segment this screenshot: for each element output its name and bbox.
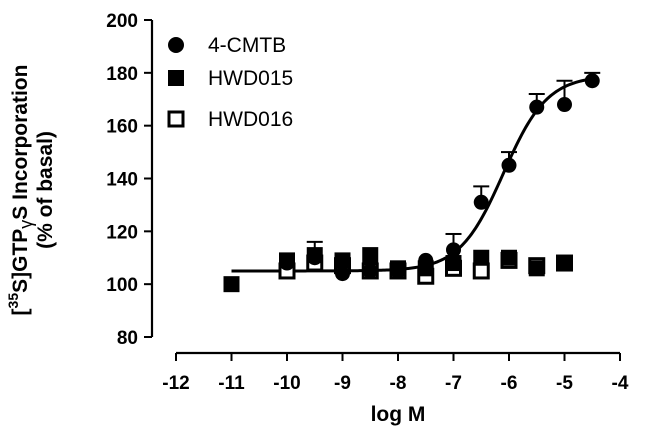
- y-tick-label: 180: [106, 64, 138, 85]
- point-4-cmtb: [418, 252, 434, 268]
- point-4-cmtb: [390, 263, 406, 279]
- point-4-cmtb: [307, 250, 323, 266]
- error-bars: [306, 71, 601, 256]
- legend-marker-hwd016: [167, 110, 185, 128]
- x-tick-label: -10: [273, 373, 300, 394]
- point-4-cmtb: [446, 242, 461, 258]
- point-hwd015: [501, 249, 517, 266]
- legend-label-4-cmtb: 4-CMTB: [208, 34, 286, 57]
- point-hwd015: [556, 255, 573, 272]
- y-axis-title-gamma: γ: [16, 220, 36, 229]
- legend-item-4-cmtb: 4-CMTB: [168, 34, 286, 57]
- y-axis-title: [35S]GTPγS Incorporation (% of basal): [5, 65, 57, 316]
- x-axis-ticks: -12 -11 -10 -9 -8 -7 -6 -5 -4: [162, 353, 629, 394]
- point-4-cmtb: [224, 276, 239, 292]
- y-tick-label: 80: [117, 328, 138, 349]
- point-4-cmtb: [473, 194, 489, 210]
- x-tick-label: -4: [612, 373, 629, 394]
- y-axis-ticks: 80 100 120 140 160 180 200: [106, 11, 152, 349]
- y-tick-label: 120: [106, 222, 138, 243]
- data-points: [223, 73, 600, 293]
- point-4-cmtb: [362, 263, 378, 279]
- legend: 4-CMTB HWD015 HWD016: [167, 34, 293, 131]
- x-tick-label: -9: [334, 373, 351, 394]
- point-4-cmtb: [584, 73, 600, 89]
- point-hwd015: [362, 247, 379, 264]
- point-4-cmtb: [501, 157, 517, 173]
- x-tick-label: -8: [390, 373, 407, 394]
- point-hwd015: [473, 249, 490, 266]
- y-axis-title-line2: (% of basal): [34, 131, 57, 249]
- x-axis-title: log M: [371, 403, 426, 426]
- legend-label-hwd016: HWD016: [208, 108, 293, 131]
- x-tick-label: -12: [162, 373, 189, 394]
- y-tick-label: 160: [106, 117, 138, 138]
- x-tick-label: -7: [445, 373, 462, 394]
- point-hwd016: [472, 262, 490, 280]
- x-tick-label: -11: [218, 373, 245, 394]
- point-hwd015: [334, 252, 351, 269]
- point-4-cmtb: [529, 99, 545, 115]
- legend-item-hwd016: HWD016: [167, 108, 293, 131]
- point-4-cmtb: [279, 255, 295, 271]
- y-tick-label: 140: [106, 170, 138, 191]
- point-4-cmtb: [335, 266, 350, 282]
- y-axis-title-superscript: 35: [5, 293, 21, 309]
- point-4-cmtb: [557, 97, 572, 113]
- point-hwd015: [528, 260, 545, 277]
- legend-label-hwd015: HWD015: [208, 67, 293, 90]
- y-tick-label: 100: [106, 275, 138, 296]
- y-axis-title-line1: [35S]GTPγS Incorporation: [5, 65, 36, 316]
- legend-marker-4-cmtb: [168, 37, 184, 53]
- y-tick-label: 200: [106, 11, 138, 32]
- x-tick-label: -6: [501, 373, 518, 394]
- x-tick-label: -5: [556, 373, 573, 394]
- legend-marker-hwd015: [168, 70, 184, 86]
- point-hwd015: [445, 255, 462, 272]
- legend-item-hwd015: HWD015: [168, 67, 293, 90]
